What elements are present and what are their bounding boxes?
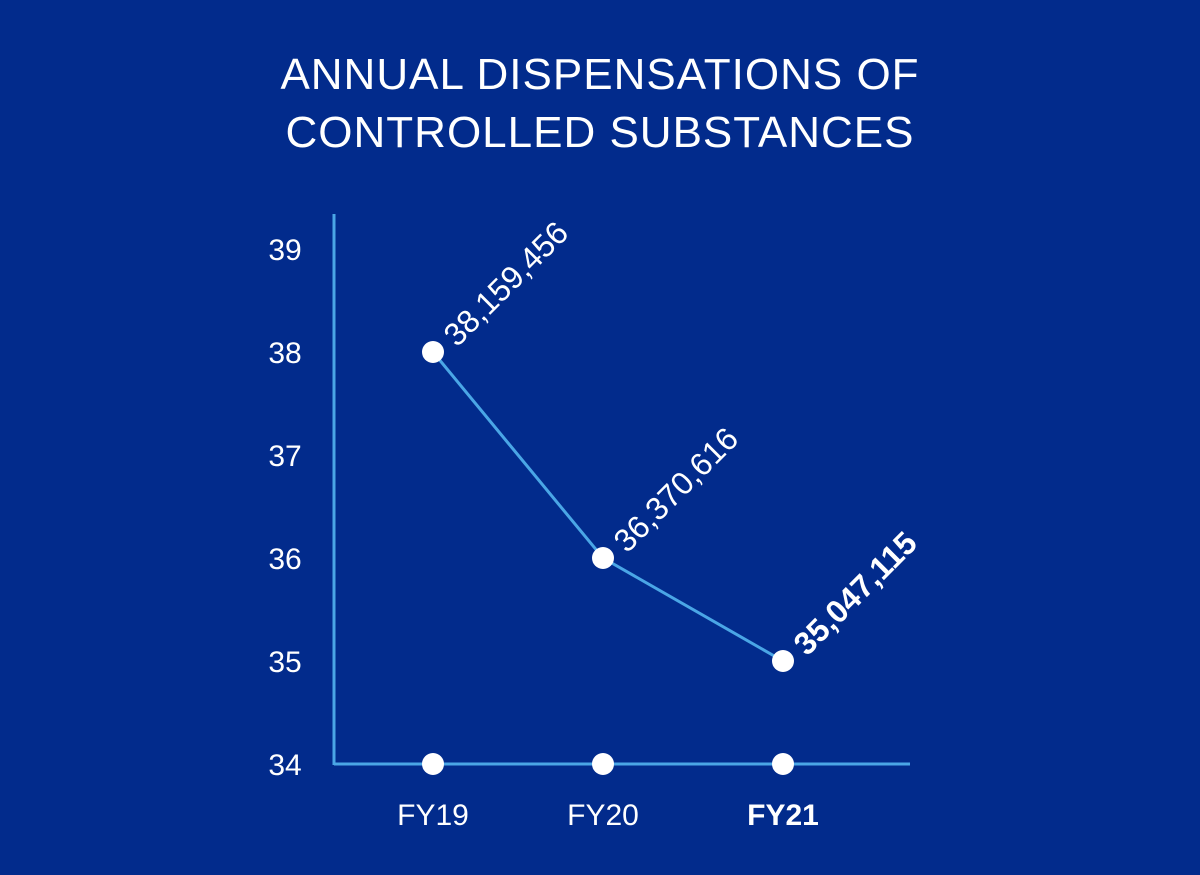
chart-title-line-1: ANNUAL DISPENSATIONS OF [280,50,920,99]
baseline-marker [592,753,614,775]
chart-axes [332,214,910,766]
baseline-marker [772,753,794,775]
y-tick-label: 36 [268,543,301,576]
data-label: 35,047,115 [786,524,923,661]
data-label: 36,370,616 [606,420,745,559]
data-label: 38,159,456 [436,214,575,353]
y-tick-labels: 34 35 36 37 38 39 [268,234,301,782]
baseline-marker [422,753,444,775]
x-tick-label: FY21 [747,799,819,832]
x-tick-label: FY20 [567,799,639,832]
data-point [592,547,614,569]
chart-title: ANNUAL DISPENSATIONS OF CONTROLLED SUBST… [0,46,1200,162]
y-tick-label: 37 [268,440,301,473]
data-point [772,650,794,672]
chart-title-line-2: CONTROLLED SUBSTANCES [285,108,915,157]
x-tick-labels: FY19 FY20 FY21 [397,753,819,832]
y-tick-label: 38 [268,337,301,370]
series-line [431,351,784,663]
x-tick-label: FY19 [397,799,469,832]
y-tick-label: 34 [268,749,301,782]
y-tick-label: 39 [268,234,301,267]
data-point [422,341,444,363]
y-tick-label: 35 [268,646,301,679]
series-line-group [422,341,794,672]
